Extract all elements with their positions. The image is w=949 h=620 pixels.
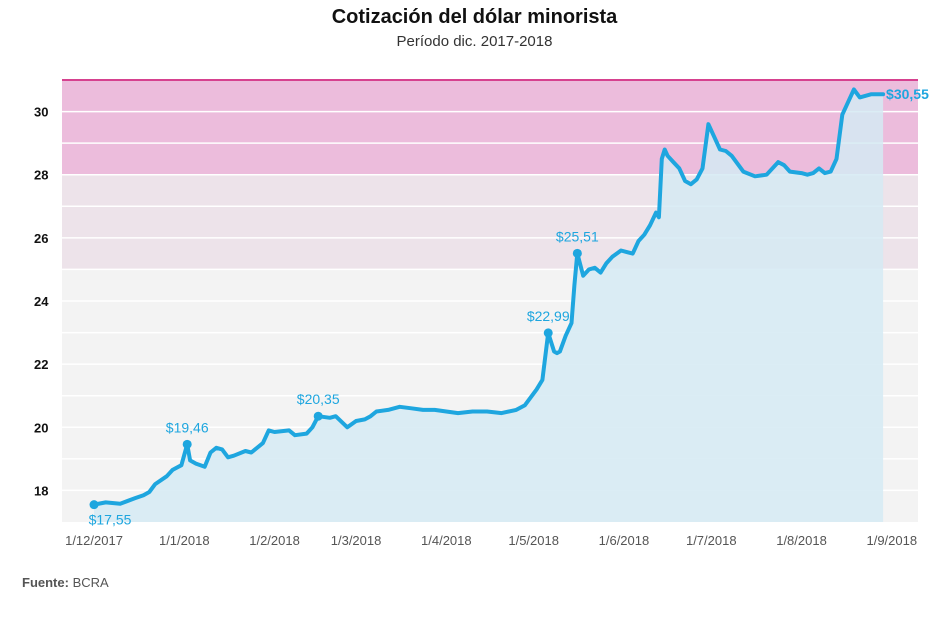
source-value: BCRA — [72, 575, 109, 590]
y-tick-label: 24 — [34, 294, 49, 309]
data-point-marker — [182, 439, 192, 449]
data-label: $30,55 — [886, 86, 929, 102]
source-note: Fuente: BCRA — [22, 575, 109, 590]
data-label: $22,99 — [527, 308, 570, 324]
y-tick-label: 20 — [34, 420, 48, 435]
chart-subtitle: Período dic. 2017-2018 — [396, 33, 553, 50]
data-point-marker — [313, 411, 323, 421]
x-tick-label: 1/9/2018 — [866, 533, 917, 548]
y-tick-label: 22 — [34, 357, 48, 372]
x-tick-label: 1/7/2018 — [686, 533, 737, 548]
series-area — [94, 89, 884, 522]
x-tick-label: 1/2/2018 — [249, 533, 300, 548]
data-label: $17,55 — [89, 512, 132, 528]
y-tick-label: 18 — [34, 483, 48, 498]
y-tick-label: 30 — [34, 105, 48, 120]
data-label: $20,35 — [297, 391, 340, 407]
chart-title: Cotización del dólar minorista — [331, 6, 618, 28]
x-tick-label: 1/6/2018 — [599, 533, 650, 548]
x-tick-label: 1/12/2017 — [65, 533, 123, 548]
x-tick-label: 1/5/2018 — [508, 533, 559, 548]
band-0 — [62, 80, 918, 175]
data-point-marker — [89, 500, 99, 510]
x-tick-label: 1/1/2018 — [159, 533, 210, 548]
x-tick-label: 1/8/2018 — [776, 533, 827, 548]
x-tick-label: 1/4/2018 — [421, 533, 472, 548]
y-tick-label: 26 — [34, 231, 48, 246]
data-label: $19,46 — [166, 419, 209, 435]
data-point-marker — [543, 328, 553, 338]
source-label: Fuente: — [22, 575, 69, 590]
data-point-marker — [572, 248, 582, 258]
y-tick-label: 28 — [34, 168, 48, 183]
data-label: $25,51 — [556, 228, 599, 244]
series-line — [92, 87, 886, 507]
x-tick-label: 1/3/2018 — [331, 533, 382, 548]
